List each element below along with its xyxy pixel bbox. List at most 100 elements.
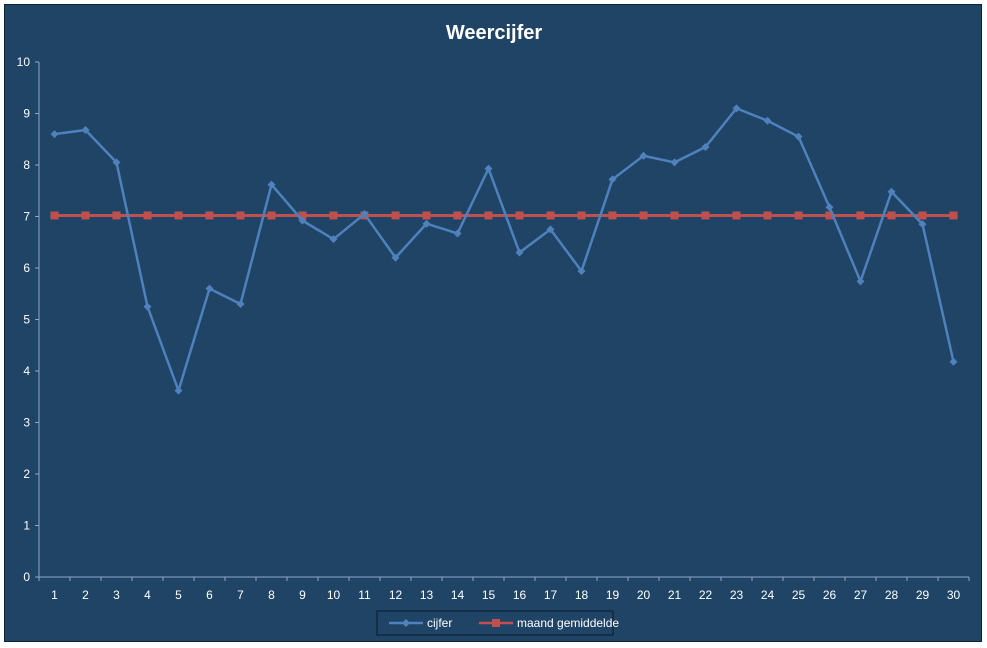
data-point (639, 211, 648, 220)
data-point (577, 267, 586, 276)
x-tick-label: 7 (237, 588, 244, 602)
series-cijfer (50, 104, 958, 395)
data-point (701, 142, 710, 151)
x-tick-label: 11 (358, 588, 371, 602)
data-point (143, 302, 152, 311)
x-tick-label: 12 (389, 588, 403, 602)
x-tick-label: 28 (885, 588, 899, 602)
data-point (732, 104, 741, 113)
x-tick-label: 27 (854, 588, 868, 602)
data-point (329, 211, 338, 220)
data-point (329, 235, 338, 244)
data-point (484, 211, 493, 220)
x-tick-label: 30 (947, 588, 961, 602)
data-point (794, 211, 803, 220)
legend-label: cijfer (427, 616, 452, 630)
x-tick-label: 22 (699, 588, 713, 602)
x-tick-label: 1 (51, 588, 58, 602)
data-point (949, 211, 958, 220)
y-tick-label: 8 (23, 158, 30, 172)
legend-marker (492, 619, 500, 627)
x-tick-label: 5 (175, 588, 182, 602)
data-point (484, 164, 493, 173)
data-point (515, 211, 524, 220)
data-point (267, 180, 276, 189)
data-point (918, 211, 927, 220)
legend: cijfer maand gemiddelde (376, 610, 619, 636)
data-point (205, 211, 214, 220)
data-point (949, 357, 958, 366)
data-point (298, 216, 307, 225)
data-point (825, 211, 834, 220)
chart-area: Weercijfer 0 1 2 3 4 5 6 7 8 9 10 1 2 3 4 5 6 7 8 9 10 11 12 1… (4, 4, 982, 642)
data-point (236, 211, 245, 220)
data-point (453, 211, 462, 220)
data-point (112, 211, 121, 220)
x-tick-label: 3 (113, 588, 120, 602)
data-point (608, 175, 617, 184)
data-point (50, 130, 59, 139)
y-tick-label: 4 (23, 364, 30, 378)
x-tick-label: 20 (637, 588, 651, 602)
data-point (701, 211, 710, 220)
data-point (546, 225, 555, 234)
x-tick-label: 6 (206, 588, 213, 602)
data-point (205, 284, 214, 293)
series-maand-gemiddelde (50, 211, 958, 220)
y-tick-label: 6 (23, 261, 30, 275)
x-tick-label: 2 (82, 588, 89, 602)
x-tick-label: 24 (761, 588, 775, 602)
x-tick-label: 17 (544, 588, 558, 602)
x-tick-label: 15 (482, 588, 496, 602)
x-tick-label: 8 (268, 588, 275, 602)
series-layer (50, 104, 958, 395)
data-point (81, 211, 90, 220)
data-point (639, 151, 648, 160)
y-tick-label: 2 (23, 467, 30, 481)
data-point (515, 248, 524, 257)
data-point (174, 211, 183, 220)
x-axis-ticks: 1 2 3 4 5 6 7 8 9 10 11 12 13 14 15 16 17 18 19 20 21 22 23 24 2… (38, 577, 970, 602)
x-tick-label: 10 (327, 588, 341, 602)
data-point (670, 211, 679, 220)
data-point (298, 211, 307, 220)
x-tick-label: 4 (144, 588, 151, 602)
x-tick-label: 25 (792, 588, 806, 602)
data-point (825, 203, 834, 212)
data-point (918, 220, 927, 229)
x-tick-label: 14 (451, 588, 465, 602)
x-tick-label: 13 (420, 588, 434, 602)
legend-marker (402, 619, 410, 627)
data-point (391, 253, 400, 262)
data-point (174, 386, 183, 395)
data-point (391, 211, 400, 220)
y-tick-label: 10 (17, 55, 31, 69)
y-tick-label: 5 (23, 313, 30, 327)
data-point (81, 125, 90, 134)
data-point (143, 211, 152, 220)
x-tick-label: 16 (513, 588, 527, 602)
data-point (856, 211, 865, 220)
x-tick-label: 21 (668, 588, 682, 602)
y-tick-label: 0 (23, 570, 30, 584)
chart-title: Weercijfer (446, 22, 543, 44)
data-point (887, 187, 896, 196)
y-tick-label: 1 (23, 519, 30, 533)
data-point (360, 209, 369, 218)
x-tick-label: 29 (916, 588, 930, 602)
x-tick-label: 19 (606, 588, 620, 602)
x-tick-label: 26 (823, 588, 837, 602)
data-point (422, 219, 431, 228)
data-point (546, 211, 555, 220)
data-point (608, 211, 617, 220)
data-point (267, 211, 276, 220)
data-point (577, 211, 586, 220)
data-point (794, 132, 803, 141)
data-point (112, 158, 121, 167)
data-point (453, 229, 462, 238)
data-point (50, 211, 59, 220)
data-point (763, 211, 772, 220)
legend-label: maand gemiddelde (517, 616, 619, 630)
y-tick-label: 3 (23, 416, 30, 430)
data-point (422, 211, 431, 220)
